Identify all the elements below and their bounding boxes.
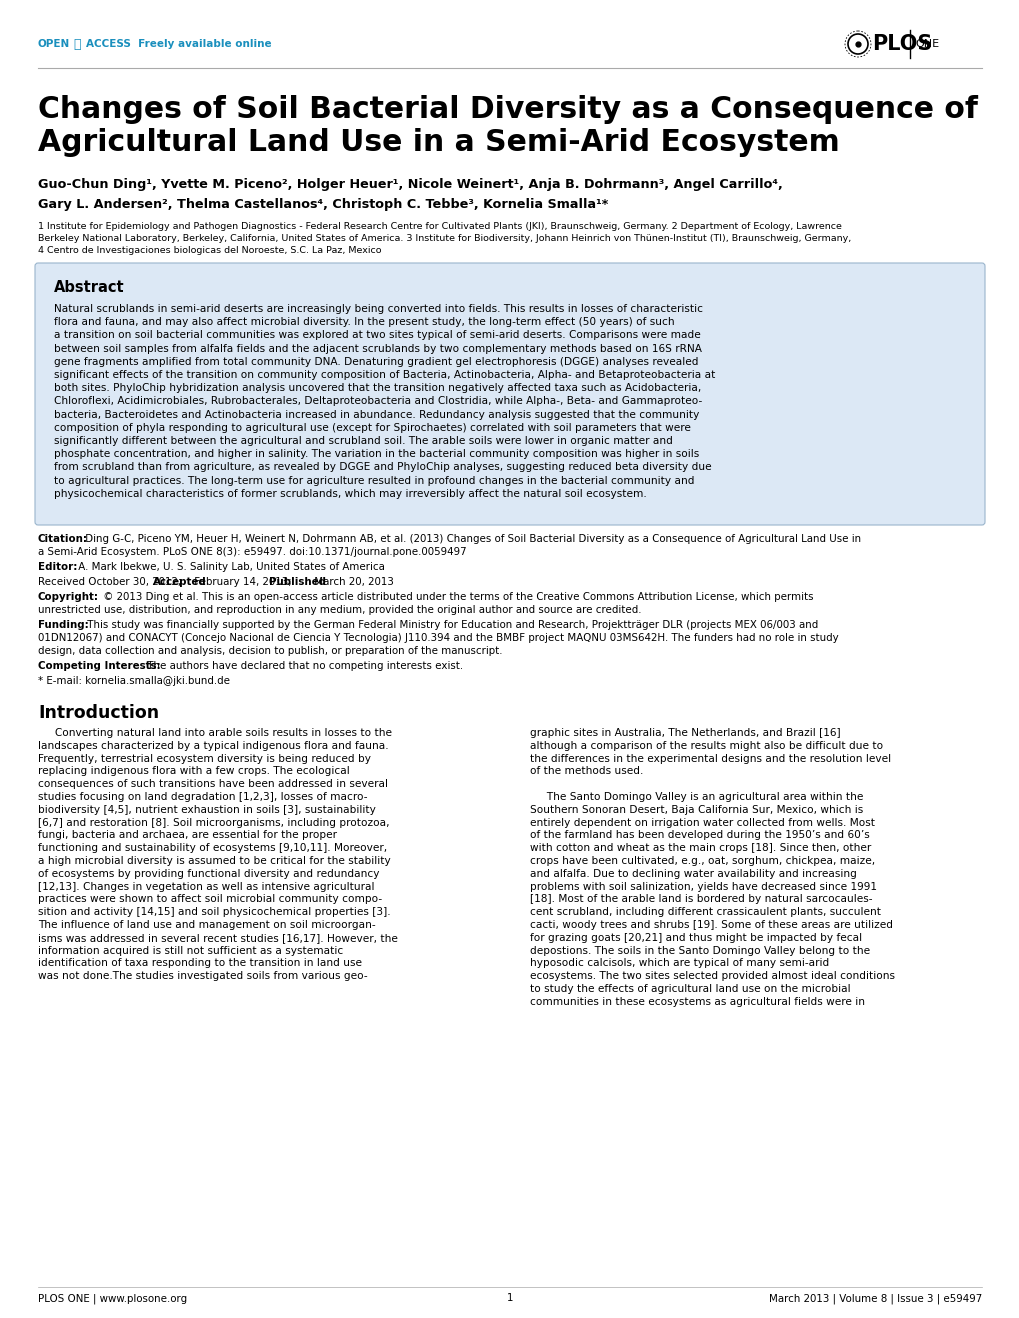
Text: both sites. PhyloChip hybridization analysis uncovered that the transition negat: both sites. PhyloChip hybridization anal… [54,384,701,393]
Text: fungi, bacteria and archaea, are essential for the proper: fungi, bacteria and archaea, are essenti… [38,830,336,841]
Text: March 2013 | Volume 8 | Issue 3 | e59497: March 2013 | Volume 8 | Issue 3 | e59497 [768,1293,981,1304]
Text: depostions. The soils in the Santo Domingo Valley belong to the: depostions. The soils in the Santo Domin… [530,945,869,956]
Text: sition and activity [14,15] and soil physicochemical properties [3].: sition and activity [14,15] and soil phy… [38,907,390,917]
Text: ACCESS  Freely available online: ACCESS Freely available online [86,40,271,49]
Text: entirely dependent on irrigation water collected from wells. Most: entirely dependent on irrigation water c… [530,817,874,828]
Text: The authors have declared that no competing interests exist.: The authors have declared that no compet… [144,662,463,671]
Text: [18]. Most of the arable land is bordered by natural sarcocaules-: [18]. Most of the arable land is bordere… [530,895,871,904]
Text: physicochemical characteristics of former scrublands, which may irreversibly aff: physicochemical characteristics of forme… [54,489,646,498]
Text: 4 Centro de Investigaciones biologicas del Noroeste, S.C. La Paz, Mexico: 4 Centro de Investigaciones biologicas d… [38,246,381,254]
Text: cent scrubland, including different crassicaulent plants, succulent: cent scrubland, including different cras… [530,907,880,917]
Text: The Santo Domingo Valley is an agricultural area within the: The Santo Domingo Valley is an agricultu… [530,792,862,801]
Text: Ding G-C, Piceno YM, Heuer H, Weinert N, Dohrmann AB, et al. (2013) Changes of S: Ding G-C, Piceno YM, Heuer H, Weinert N,… [82,534,860,544]
Text: hyposodic calcisols, which are typical of many semi-arid: hyposodic calcisols, which are typical o… [530,958,828,969]
Text: replacing indigenous flora with a few crops. The ecological: replacing indigenous flora with a few cr… [38,766,350,776]
Text: PLOS: PLOS [871,34,931,54]
Text: cacti, woody trees and shrubs [19]. Some of these areas are utilized: cacti, woody trees and shrubs [19]. Some… [530,920,892,931]
Text: unrestricted use, distribution, and reproduction in any medium, provided the ori: unrestricted use, distribution, and repr… [38,605,641,616]
Text: Funding:: Funding: [38,619,89,630]
Text: Berkeley National Laboratory, Berkeley, California, United States of America. 3 : Berkeley National Laboratory, Berkeley, … [38,235,851,243]
Text: Southern Sonoran Desert, Baja California Sur, Mexico, which is: Southern Sonoran Desert, Baja California… [530,805,862,815]
Text: communities in these ecosystems as agricultural fields were in: communities in these ecosystems as agric… [530,996,864,1007]
Text: the differences in the experimental designs and the resolution level: the differences in the experimental desi… [530,754,891,763]
Text: Accepted: Accepted [153,577,207,587]
Text: to study the effects of agricultural land use on the microbial: to study the effects of agricultural lan… [530,985,850,994]
Text: landscapes characterized by a typical indigenous flora and fauna.: landscapes characterized by a typical in… [38,741,388,751]
Text: significant effects of the transition on community composition of Bacteria, Acti: significant effects of the transition on… [54,370,714,380]
Text: bacteria, Bacteroidetes and Actinobacteria increased in abundance. Redundancy an: bacteria, Bacteroidetes and Actinobacter… [54,410,699,419]
Text: practices were shown to affect soil microbial community compo-: practices were shown to affect soil micr… [38,895,382,904]
Text: studies focusing on land degradation [1,2,3], losses of macro-: studies focusing on land degradation [1,… [38,792,367,801]
Text: between soil samples from alfalfa fields and the adjacent scrublands by two comp: between soil samples from alfalfa fields… [54,344,701,353]
Text: ecosystems. The two sites selected provided almost ideal conditions: ecosystems. The two sites selected provi… [530,971,894,981]
Text: Chloroflexi, Acidimicrobiales, Rubrobacterales, Deltaproteobacteria and Clostrid: Chloroflexi, Acidimicrobiales, Rubrobact… [54,397,701,406]
Text: 1: 1 [506,1293,513,1304]
Text: Citation:: Citation: [38,534,88,544]
Text: Received October 30, 2012;: Received October 30, 2012; [38,577,184,587]
Text: identification of taxa responding to the transition in land use: identification of taxa responding to the… [38,958,362,969]
Text: Introduction: Introduction [38,704,159,722]
Text: Competing Interests:: Competing Interests: [38,662,160,671]
Text: Converting natural land into arable soils results in losses to the: Converting natural land into arable soil… [38,728,391,738]
Text: consequences of such transitions have been addressed in several: consequences of such transitions have be… [38,779,387,789]
Text: 01DN12067) and CONACYT (Concejo Nacional de Ciencia Y Tecnologia) J110.394 and t: 01DN12067) and CONACYT (Concejo Nacional… [38,633,838,643]
Text: OPEN: OPEN [38,40,70,49]
Text: although a comparison of the results might also be difficult due to: although a comparison of the results mig… [530,741,882,751]
Text: functioning and sustainability of ecosystems [9,10,11]. Moreover,: functioning and sustainability of ecosys… [38,844,387,853]
Text: for grazing goats [20,21] and thus might be impacted by fecal: for grazing goats [20,21] and thus might… [530,933,861,942]
Text: Natural scrublands in semi-arid deserts are increasingly being converted into fi: Natural scrublands in semi-arid deserts … [54,304,702,314]
Text: was not done.The studies investigated soils from various geo-: was not done.The studies investigated so… [38,971,367,981]
Text: February 14, 2013;: February 14, 2013; [191,577,294,587]
Text: [12,13]. Changes in vegetation as well as intensive agricultural: [12,13]. Changes in vegetation as well a… [38,882,374,891]
Text: Published: Published [269,577,326,587]
Text: information acquired is still not sufficient as a systematic: information acquired is still not suffic… [38,945,343,956]
Text: © 2013 Ding et al. This is an open-access article distributed under the terms of: © 2013 Ding et al. This is an open-acces… [100,592,813,602]
Text: a transition on soil bacterial communities was explored at two sites typical of : a transition on soil bacterial communiti… [54,331,700,340]
Text: 1 Institute for Epidemiology and Pathogen Diagnostics - Federal Research Centre : 1 Institute for Epidemiology and Pathoge… [38,221,841,231]
Text: significantly different between the agricultural and scrubland soil. The arable : significantly different between the agri… [54,436,673,445]
Text: phosphate concentration, and higher in salinity. The variation in the bacterial : phosphate concentration, and higher in s… [54,449,699,459]
Text: The influence of land use and management on soil microorgan-: The influence of land use and management… [38,920,375,931]
Text: from scrubland than from agriculture, as revealed by DGGE and PhyloChip analyses: from scrubland than from agriculture, as… [54,463,711,472]
Text: [6,7] and restoration [8]. Soil microorganisms, including protozoa,: [6,7] and restoration [8]. Soil microorg… [38,817,389,828]
Text: to agricultural practices. The long-term use for agriculture resulted in profoun: to agricultural practices. The long-term… [54,476,694,485]
Text: a high microbial diversity is assumed to be critical for the stability: a high microbial diversity is assumed to… [38,855,390,866]
Text: ⚿: ⚿ [73,37,81,50]
Text: Gary L. Andersen², Thelma Castellanos⁴, Christoph C. Tebbe³, Kornelia Smalla¹*: Gary L. Andersen², Thelma Castellanos⁴, … [38,198,607,211]
Text: biodiversity [4,5], nutrient exhaustion in soils [3], sustainability: biodiversity [4,5], nutrient exhaustion … [38,805,376,815]
Text: March 20, 2013: March 20, 2013 [311,577,393,587]
Text: Copyright:: Copyright: [38,592,99,602]
Text: Guo-Chun Ding¹, Yvette M. Piceno², Holger Heuer¹, Nicole Weinert¹, Anja B. Dohrm: Guo-Chun Ding¹, Yvette M. Piceno², Holge… [38,178,782,191]
Text: flora and fauna, and may also affect microbial diversity. In the present study, : flora and fauna, and may also affect mic… [54,318,674,327]
Text: gene fragments amplified from total community DNA. Denaturing gradient gel elect: gene fragments amplified from total comm… [54,357,698,366]
Text: isms was addressed in several recent studies [16,17]. However, the: isms was addressed in several recent stu… [38,933,397,942]
Text: A. Mark Ibekwe, U. S. Salinity Lab, United States of America: A. Mark Ibekwe, U. S. Salinity Lab, Unit… [75,561,384,572]
Text: a Semi-Arid Ecosystem. PLoS ONE 8(3): e59497. doi:10.1371/journal.pone.0059497: a Semi-Arid Ecosystem. PLoS ONE 8(3): e5… [38,547,466,558]
Text: * E-mail: kornelia.smalla@jki.bund.de: * E-mail: kornelia.smalla@jki.bund.de [38,676,229,685]
Text: graphic sites in Australia, The Netherlands, and Brazil [16]: graphic sites in Australia, The Netherla… [530,728,840,738]
Text: Frequently, terrestrial ecosystem diversity is being reduced by: Frequently, terrestrial ecosystem divers… [38,754,371,763]
Text: ONE: ONE [914,40,938,49]
Text: Changes of Soil Bacterial Diversity as a Consequence of: Changes of Soil Bacterial Diversity as a… [38,95,977,124]
Text: of the methods used.: of the methods used. [530,766,643,776]
FancyBboxPatch shape [35,264,984,525]
Text: PLOS ONE | www.plosone.org: PLOS ONE | www.plosone.org [38,1293,186,1304]
Text: This study was financially supported by the German Federal Ministry for Educatio: This study was financially supported by … [84,619,817,630]
Text: design, data collection and analysis, decision to publish, or preparation of the: design, data collection and analysis, de… [38,646,502,656]
Text: and alfalfa. Due to declining water availability and increasing: and alfalfa. Due to declining water avai… [530,869,856,879]
Text: Abstract: Abstract [54,279,124,295]
Text: Agricultural Land Use in a Semi-Arid Ecosystem: Agricultural Land Use in a Semi-Arid Eco… [38,128,839,157]
Text: problems with soil salinization, yields have decreased since 1991: problems with soil salinization, yields … [530,882,876,891]
Text: composition of phyla responding to agricultural use (except for Spirochaetes) co: composition of phyla responding to agric… [54,423,690,432]
Text: with cotton and wheat as the main crops [18]. Since then, other: with cotton and wheat as the main crops … [530,844,870,853]
Text: of ecosystems by providing functional diversity and redundancy: of ecosystems by providing functional di… [38,869,379,879]
Text: of the farmland has been developed during the 1950’s and 60’s: of the farmland has been developed durin… [530,830,869,841]
Text: Editor:: Editor: [38,561,77,572]
Text: crops have been cultivated, e.g., oat, sorghum, chickpea, maize,: crops have been cultivated, e.g., oat, s… [530,855,874,866]
